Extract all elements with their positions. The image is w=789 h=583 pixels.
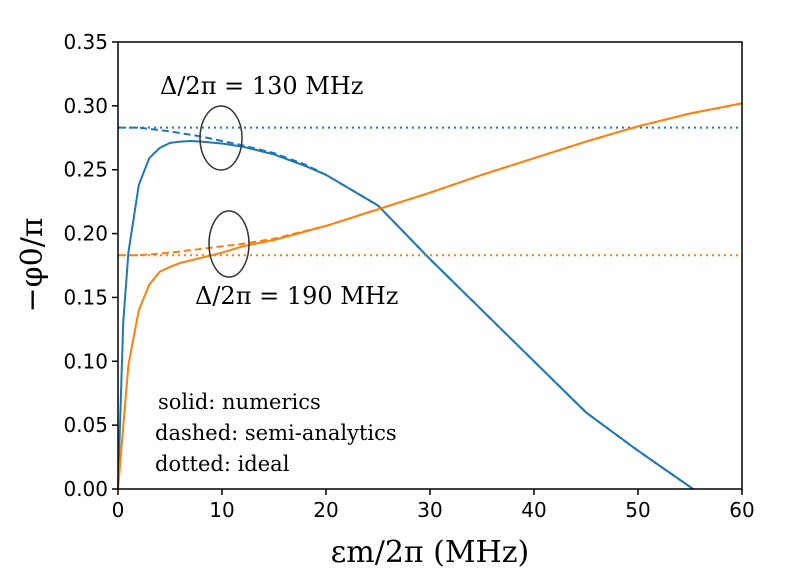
legend-solid: solid: numerics	[158, 390, 321, 414]
annotation-130: Δ/2π = 130 MHz	[160, 72, 363, 100]
ticks-layer: 0 10 20 30 40 50 60 0.00 0.05 0.10 0.15 0.20 0.25 0.3…	[63, 30, 754, 522]
y-axis-label: −φ0/π	[15, 217, 50, 312]
y-tick-label-7: 0.35	[63, 30, 108, 54]
y-tick-label-2: 0.10	[63, 349, 108, 373]
series-line-1	[118, 126, 694, 490]
y-tick-label-4: 0.20	[63, 222, 108, 246]
x-tick-label-5: 50	[625, 498, 650, 522]
x-tick-label-4: 40	[521, 498, 546, 522]
y-tick-label-3: 0.15	[63, 285, 108, 309]
x-tick-label-2: 20	[313, 498, 338, 522]
y-tick-label-5: 0.25	[63, 158, 108, 182]
x-tick-label-6: 60	[729, 498, 754, 522]
x-axis-label: εm/2π (MHz)	[331, 535, 530, 570]
y-tick-label-6: 0.30	[63, 94, 108, 118]
legend-dashed: dashed: semi-analytics	[155, 421, 397, 445]
series-line-0	[117, 140, 694, 490]
ellipse-130	[199, 105, 243, 171]
x-tick-label-1: 10	[209, 498, 234, 522]
x-tick-label-3: 30	[417, 498, 442, 522]
annotation-190: Δ/2π = 190 MHz	[195, 282, 398, 310]
series-line-4	[118, 102, 743, 257]
series-layer	[117, 102, 743, 490]
y-tick-label-1: 0.05	[63, 413, 108, 437]
legend-dotted: dotted: ideal	[155, 452, 290, 476]
y-tick-label-0: 0.00	[63, 477, 108, 501]
ellipse-190	[208, 210, 250, 278]
x-tick-label-0: 0	[112, 498, 125, 522]
